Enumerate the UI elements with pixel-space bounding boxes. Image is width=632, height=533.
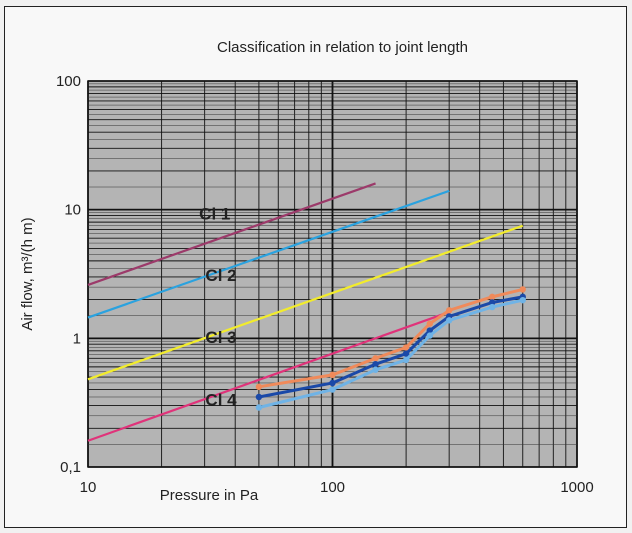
data-point [402, 344, 410, 351]
data-point [372, 355, 379, 362]
data-point [402, 356, 410, 364]
data-point [489, 303, 496, 311]
data-point [329, 371, 336, 379]
data-point [489, 299, 496, 306]
data-point [445, 307, 453, 314]
measurement-series-2 [258, 295, 524, 399]
grid-lines [87, 80, 578, 468]
class-label-4: Cl 4 [205, 391, 237, 410]
data-point [489, 293, 496, 301]
data-point [519, 286, 526, 293]
data-point [329, 386, 336, 393]
data-point [255, 404, 263, 411]
measurement-series-3 [258, 298, 524, 409]
class-label-3: Cl 3 [205, 328, 236, 347]
data-series [255, 286, 526, 411]
data-point [426, 320, 433, 327]
class-label-1: Cl 1 [199, 204, 230, 223]
class-line-3 [87, 224, 524, 381]
air-flow-chart: Cl 1 Cl 2 Cl 3 Cl 4 10 100 1000 0,1 1 10 100 Clas… [19, 39, 594, 504]
x-tick-label: 1000 [560, 479, 593, 496]
data-point [255, 383, 263, 391]
class-lines: Cl 1 Cl 2 Cl 3 Cl 4 [87, 182, 524, 442]
class-label-2: Cl 2 [205, 266, 236, 285]
x-axis-label: Pressure in Pa [160, 487, 259, 504]
data-point [402, 350, 410, 357]
data-point [372, 366, 379, 373]
y-tick-label: 100 [56, 73, 81, 90]
x-tick-label: 100 [320, 479, 345, 496]
measurement-series-1 [258, 287, 524, 389]
class-line-1 [87, 182, 376, 286]
data-point [445, 317, 453, 324]
tick-labels: 10 100 1000 0,1 1 10 100 [56, 73, 594, 496]
data-point [426, 327, 433, 334]
data-point [255, 393, 263, 401]
data-point [372, 360, 379, 368]
data-point [329, 379, 336, 387]
y-tick-label: 0,1 [60, 459, 81, 476]
x-tick-label: 10 [80, 479, 97, 496]
class-line-2 [87, 189, 450, 319]
chart-title: Classification in relation to joint leng… [217, 39, 468, 56]
class-line-4 [87, 311, 450, 442]
data-point [519, 296, 526, 304]
data-point [426, 332, 433, 339]
chart-frame: Cl 1 Cl 2 Cl 3 Cl 4 10 100 1000 0,1 1 10 100 Clas… [4, 6, 627, 528]
y-tick-label: 10 [64, 202, 81, 219]
y-tick-label: 1 [73, 330, 81, 347]
y-axis-label: Air flow, m³/(h m) [19, 217, 36, 330]
